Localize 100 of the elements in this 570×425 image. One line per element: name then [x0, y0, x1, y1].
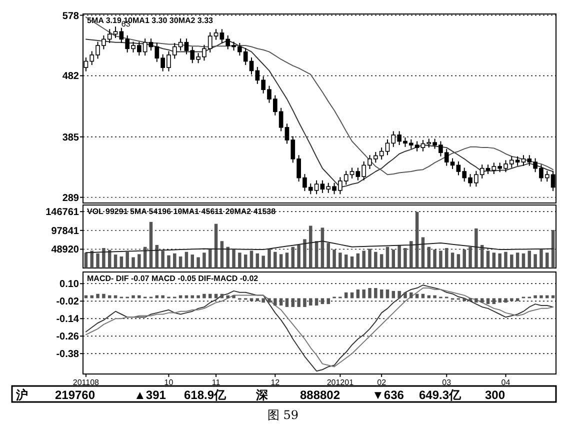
bar	[504, 298, 508, 303]
text: 沪	[15, 388, 28, 402]
bar	[149, 222, 153, 268]
bar	[161, 250, 164, 268]
bar	[326, 243, 330, 268]
bar	[297, 298, 300, 307]
bar	[516, 298, 520, 302]
bar	[540, 295, 543, 298]
bar	[256, 253, 260, 268]
line-series	[85, 240, 554, 254]
bar	[138, 254, 141, 268]
text: ▲391	[134, 388, 166, 402]
bar	[90, 295, 94, 298]
text: 618.9亿	[184, 388, 228, 402]
bar	[374, 288, 378, 298]
bar	[486, 250, 490, 268]
bar	[196, 257, 200, 268]
bar	[256, 298, 260, 302]
bar	[314, 298, 318, 306]
bar	[380, 254, 384, 268]
bar	[268, 298, 271, 303]
x-tick-label: 12	[270, 378, 280, 387]
y-tick-label: -0.26	[56, 332, 80, 343]
bar	[522, 253, 526, 268]
bar	[386, 246, 390, 268]
bar	[238, 252, 242, 268]
text: ▼636	[372, 388, 404, 402]
bar	[546, 252, 549, 268]
y-tick-label: 482	[62, 71, 80, 82]
bar	[362, 250, 366, 268]
bar	[309, 298, 312, 306]
bar	[274, 298, 277, 306]
bar	[326, 298, 330, 304]
text: 219760	[54, 388, 96, 402]
y-tick-label: -0.02	[56, 296, 80, 308]
bar	[96, 253, 100, 268]
bar	[102, 294, 106, 298]
bar	[268, 248, 271, 268]
bar	[120, 256, 124, 268]
bar	[404, 292, 407, 298]
bar	[96, 294, 100, 298]
bar	[546, 295, 549, 298]
bar	[262, 256, 265, 268]
y-tick-label: 578	[62, 10, 80, 22]
bar	[433, 250, 436, 268]
bar	[368, 248, 372, 268]
bar	[498, 298, 502, 303]
bar	[356, 253, 360, 268]
bar	[510, 298, 514, 302]
bar	[262, 298, 265, 303]
bar	[392, 250, 396, 268]
y-tick-label: 0.10	[60, 279, 80, 290]
bar	[439, 250, 442, 268]
bar	[404, 248, 407, 268]
bar	[309, 226, 312, 268]
bar	[427, 246, 431, 268]
bar	[274, 252, 277, 268]
bar	[232, 250, 236, 268]
bar	[214, 224, 218, 268]
bar	[368, 288, 372, 298]
bar	[244, 254, 248, 268]
x-tick-label: 02	[377, 378, 387, 387]
bar	[303, 239, 306, 268]
caption: 图 59	[267, 408, 299, 422]
bar	[486, 298, 490, 304]
y-tick-label: 97841	[51, 226, 80, 237]
bar	[474, 298, 478, 303]
x-tick-label: 04	[501, 378, 511, 387]
bar	[102, 248, 106, 268]
x-tick-label: 10	[164, 378, 174, 387]
bar	[90, 250, 94, 268]
bar	[410, 292, 413, 298]
bar	[468, 246, 472, 268]
bar	[291, 246, 295, 268]
bar	[433, 295, 436, 298]
bar	[226, 246, 230, 268]
bar	[320, 298, 324, 304]
bar	[196, 295, 200, 298]
bar	[468, 298, 472, 302]
bar	[398, 290, 401, 298]
bar	[167, 255, 170, 268]
bar	[510, 254, 514, 268]
bar	[84, 252, 88, 268]
bar	[291, 298, 295, 307]
bar	[184, 252, 188, 268]
text: 深	[255, 388, 269, 402]
bar	[285, 252, 289, 268]
bar	[250, 298, 254, 302]
bar	[320, 228, 324, 268]
text: 649.3亿	[418, 388, 462, 402]
chart-title: VOL 99291 5MA 54196 10MA1 45611 20MA2 41538	[87, 207, 276, 216]
bar	[462, 298, 466, 302]
chart-title: MACD- DIF -0.07 MACD -0.05 DIF-MACD -0.02	[87, 274, 259, 283]
bar	[516, 252, 520, 268]
bar	[250, 250, 254, 268]
y-tick-label: -0.14	[56, 314, 80, 326]
bar	[551, 230, 555, 268]
bar	[285, 298, 289, 307]
bar	[279, 254, 283, 268]
bar	[462, 250, 466, 268]
